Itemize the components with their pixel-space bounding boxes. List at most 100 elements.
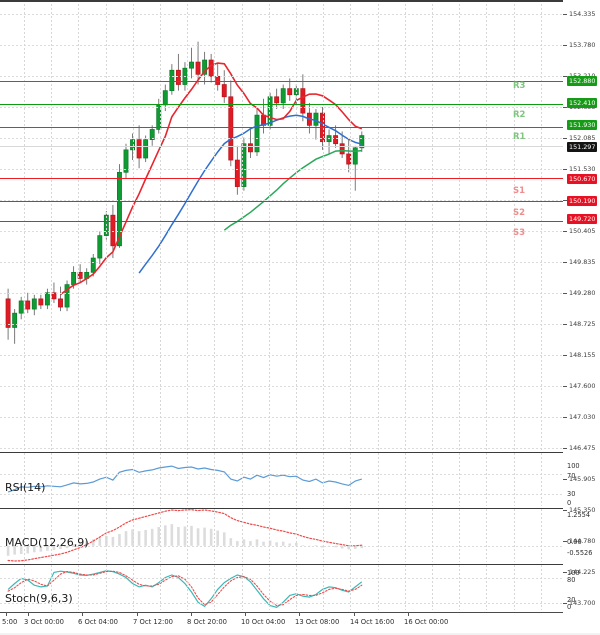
gridline-v <box>350 453 351 506</box>
time-tick-label: 14 Oct 16:00 <box>350 618 395 626</box>
gridline-v <box>269 509 270 562</box>
gridline-h <box>0 107 563 108</box>
rsi-series <box>7 465 362 493</box>
gridline-v <box>242 453 243 506</box>
gridline-v <box>106 509 107 562</box>
axis-tick <box>563 107 567 108</box>
axis-tick-label: 146.475 <box>569 443 596 452</box>
gridline-v <box>378 0 379 452</box>
gridline-v <box>106 0 107 452</box>
gridline-v <box>24 565 25 610</box>
stoch-panel[interactable] <box>0 564 563 614</box>
gridline-v <box>106 565 107 610</box>
gridline-v <box>486 565 487 610</box>
gridline-v <box>432 0 433 452</box>
axis-tick-label: 148.155 <box>569 350 596 359</box>
gridline-v <box>405 453 406 506</box>
gridline-v <box>541 453 542 506</box>
pivot-line-s3 <box>0 220 563 222</box>
time-tick-label: 6 Oct 04:00 <box>78 618 118 626</box>
axis-tick-label: 149.835 <box>569 257 596 266</box>
axis-tick <box>563 448 567 449</box>
gridline-v <box>459 0 460 452</box>
gridline-v <box>133 0 134 452</box>
pivot-label-s3: S3 <box>513 228 526 238</box>
gridline-v <box>296 509 297 562</box>
gridline-v <box>24 453 25 506</box>
gridline-v <box>78 565 79 610</box>
gridline-v <box>51 509 52 562</box>
time-tick-label: 8 Oct 20:00 <box>187 618 227 626</box>
pivot-line-r1 <box>0 126 563 128</box>
indicator-label-rsi: 70 <box>567 471 576 480</box>
gridline-v <box>106 453 107 506</box>
gridline-v <box>187 565 188 610</box>
axis-tick-label: 153.210 <box>569 72 595 80</box>
gridline-v <box>269 453 270 506</box>
pivot-label-r3: R3 <box>513 81 526 91</box>
axis-tick-label: 147.030 <box>569 412 596 421</box>
time-tick <box>299 612 300 616</box>
axis-tick <box>563 355 567 356</box>
time-tick-label: 5:00 <box>2 618 18 626</box>
gridline-v <box>350 0 351 452</box>
gridline-v <box>514 565 515 610</box>
axis-tick <box>563 138 567 139</box>
indicator-label-rsi: 100 <box>567 461 580 470</box>
gridline-v <box>405 509 406 562</box>
price-axis[interactable]: 154.335153.780153.210152.655152.085151.5… <box>563 0 600 635</box>
gridline-v <box>432 565 433 610</box>
axis-tick <box>563 541 567 542</box>
gridline-v <box>486 509 487 562</box>
price-tag: 151.930 <box>567 120 598 130</box>
axis-tick <box>563 510 567 511</box>
gridline-v <box>187 0 188 452</box>
rsi-panel[interactable] <box>0 452 563 510</box>
gridline-h <box>0 386 563 387</box>
chart-top-border <box>0 0 563 2</box>
time-tick <box>408 612 409 616</box>
time-axis[interactable]: 5:00 3 Oct 00:00 6 Oct 04:00 7 Oct 12:00 8 O… <box>0 612 600 635</box>
gridline-v <box>459 509 460 562</box>
rsi-level <box>0 474 563 476</box>
axis-tick <box>563 231 567 232</box>
rsi-title: RSI(14) <box>5 481 46 494</box>
axis-tick <box>563 417 567 418</box>
gridline-v <box>214 509 215 562</box>
gridline-h <box>0 293 563 294</box>
time-tick-label: 16 Oct 00:00 <box>404 618 449 626</box>
price-tag: 150.670 <box>567 174 598 184</box>
gridline-h <box>0 417 563 418</box>
gridline-v <box>51 0 52 452</box>
axis-tick-label: 153.780 <box>569 40 596 49</box>
gridline-v <box>78 0 79 452</box>
gridline-v <box>296 453 297 506</box>
indicator-label-stoch: 100 <box>567 568 580 577</box>
gridline-v <box>514 453 515 506</box>
pivot-label-s2: S2 <box>513 208 526 218</box>
axis-tick <box>563 293 567 294</box>
gridline-v <box>323 0 324 452</box>
gridline-v <box>78 453 79 506</box>
time-tick-label: 3 Oct 00:00 <box>24 618 64 626</box>
axis-tick <box>563 169 567 170</box>
price-tag: 151.297 <box>567 142 598 152</box>
gridline-v <box>432 453 433 506</box>
time-tick-label: 13 Oct 08:00 <box>295 618 340 626</box>
gridline-v <box>378 509 379 562</box>
time-tick <box>28 612 29 616</box>
time-tick-label: 7 Oct 12:00 <box>133 618 173 626</box>
gridline-v <box>350 509 351 562</box>
bottom-strip <box>0 633 600 635</box>
price-tag: 150.190 <box>567 196 598 206</box>
axis-tick-label: 144.780 <box>569 536 596 545</box>
stoch-level <box>0 577 563 579</box>
gridline-v <box>323 453 324 506</box>
gridline-v <box>214 565 215 610</box>
macd-panel[interactable] <box>0 508 563 566</box>
gridline-v <box>133 565 134 610</box>
price-tag: 152.880 <box>567 76 598 86</box>
gridline-v <box>133 453 134 506</box>
axis-tick <box>563 14 567 15</box>
price-panel[interactable] <box>0 0 563 452</box>
